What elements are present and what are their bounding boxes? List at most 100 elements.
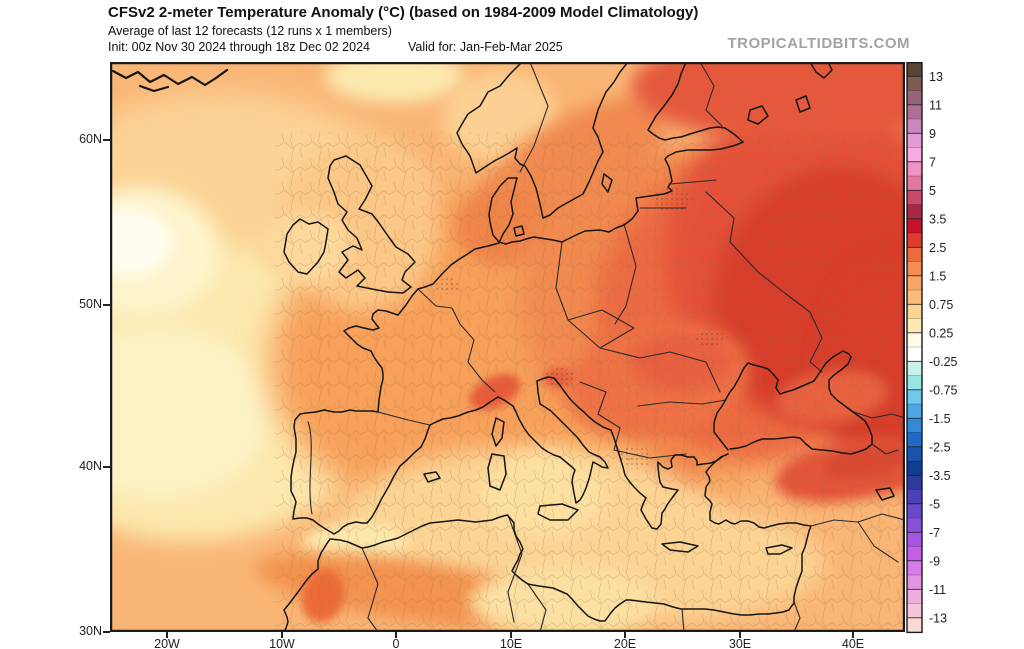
- country-border: [637, 399, 727, 407]
- lon-label: 10W: [269, 637, 295, 649]
- colorbar-segment: [906, 318, 923, 334]
- colorbar-segment: [906, 375, 923, 391]
- lon-tick-mark: [510, 632, 512, 638]
- lon-label: 30E: [728, 637, 752, 649]
- lon-tick-mark: [281, 632, 283, 638]
- colorbar-segment: [906, 588, 923, 605]
- dense-border-stipple: [696, 329, 724, 347]
- colorbar-segment: [906, 303, 923, 320]
- country-border: [669, 179, 717, 185]
- colorbar-segment: [906, 175, 923, 191]
- coastline: [290, 62, 744, 535]
- colorbar-segment: [906, 132, 923, 149]
- coastline: [111, 68, 229, 87]
- island-coastline: [513, 225, 525, 237]
- island-coastline: [601, 173, 613, 193]
- island-coastline: [795, 95, 811, 113]
- island-coastline: [283, 218, 329, 275]
- island-coastline: [423, 471, 441, 483]
- colorbar-segment: [906, 360, 923, 377]
- colorbar-segment: [906, 503, 923, 519]
- dense-border-stipple: [544, 368, 576, 388]
- anomaly-map: [110, 62, 905, 632]
- lat-label: 40N: [79, 459, 102, 473]
- colorbar-segment: [906, 546, 923, 562]
- colorbar-tick-label: 0.25: [929, 326, 953, 340]
- country-border: [567, 309, 635, 349]
- island-coastline: [809, 62, 833, 79]
- country-border: [361, 547, 379, 632]
- colorbar-segment: [906, 460, 923, 476]
- colorbar-frame: [906, 61, 923, 634]
- country-border: [857, 521, 899, 563]
- colorbar-segment: [906, 417, 923, 434]
- colorbar-segment: [906, 531, 923, 548]
- lon-tick-mark: [624, 632, 626, 638]
- lon-tick-mark: [739, 632, 741, 638]
- island-coastline: [327, 155, 416, 294]
- colorbar-tick-label: -1.5: [929, 412, 951, 426]
- country-border: [519, 62, 549, 173]
- colorbar-segment: [906, 332, 923, 348]
- region-nw-white-core: [110, 208, 172, 276]
- colorbar-tick-label: -9: [929, 554, 940, 568]
- lon-label: 20W: [154, 637, 180, 649]
- colorbar-segment: [906, 218, 923, 234]
- colorbar-segment: [906, 517, 923, 533]
- colorbar-segment: [906, 346, 923, 362]
- island-coastline: [491, 417, 505, 447]
- colorbar-segment: [906, 403, 923, 419]
- lat-label: 60N: [79, 132, 102, 146]
- country-border: [681, 608, 685, 632]
- colorbar-segment: [906, 75, 923, 92]
- init-valid-line: Init: 00z Nov 30 2024 through 18z Dec 02…: [108, 40, 563, 54]
- coastline: [138, 84, 170, 93]
- colorbar-tick-label: 3.5: [929, 212, 946, 226]
- colorbar-tick-label: -2.5: [929, 440, 951, 454]
- colorbar-segment: [906, 90, 923, 106]
- colorbar-tick-label: 1.5: [929, 269, 946, 283]
- colorbar-segment: [906, 574, 923, 590]
- colorbar-segment: [906, 389, 923, 405]
- island-coastline: [747, 105, 769, 125]
- colorbar-segment: [906, 189, 923, 206]
- valid-label: Valid for: Jan-Feb-Mar 2025: [408, 40, 563, 54]
- lon-tick-mark: [166, 632, 168, 638]
- coastline: [713, 350, 873, 455]
- lon-label: 40E: [841, 637, 865, 649]
- chart-subtitle: Average of last 12 forecasts (12 runs x …: [108, 24, 392, 38]
- colorbar-tick-label: -0.75: [929, 383, 958, 397]
- region-atlantic-cream: [110, 327, 270, 497]
- country-border: [377, 411, 431, 426]
- dense-border-stipple: [436, 278, 460, 294]
- region-topright-red: [630, 62, 905, 142]
- lon-label: 0: [392, 637, 400, 649]
- island-coastline: [661, 541, 699, 553]
- lat-tick-mark: [103, 139, 110, 141]
- colorbar-segment: [906, 246, 923, 263]
- colorbar-tick-label: -0.25: [929, 355, 958, 369]
- lon-tick-mark: [395, 632, 397, 638]
- dense-border-stipple: [619, 445, 651, 469]
- chart-title: CFSv2 2-meter Temperature Anomaly (°C) (…: [108, 4, 699, 21]
- colorbar-tick-label: 2.5: [929, 241, 946, 255]
- colorbar-tick-label: 0.75: [929, 298, 953, 312]
- colorbar: 13 11 9 7 5 3.5 2.5 1.5 0.75 0.25 -0.25 -0.75 -1.5 -2…: [905, 61, 967, 640]
- island-coastline: [765, 544, 793, 555]
- colorbar-tick-label: -7: [929, 526, 940, 540]
- colorbar-tick-label: -11: [929, 583, 946, 597]
- lat-label: 50N: [79, 297, 102, 311]
- lat-tick-mark: [103, 466, 110, 468]
- colorbar-tick-label: 11: [929, 98, 942, 112]
- country-border: [850, 410, 905, 419]
- colorbar-tick-label: 13: [929, 70, 943, 84]
- admin-borders-texture: [275, 132, 905, 632]
- island-coastline: [537, 503, 579, 521]
- country-border: [793, 601, 801, 632]
- country-border: [705, 191, 735, 243]
- colorbar-segment: [906, 489, 923, 505]
- colorbar-segment: [906, 275, 923, 291]
- country-border: [417, 288, 496, 393]
- colorbar-segment: [906, 61, 923, 77]
